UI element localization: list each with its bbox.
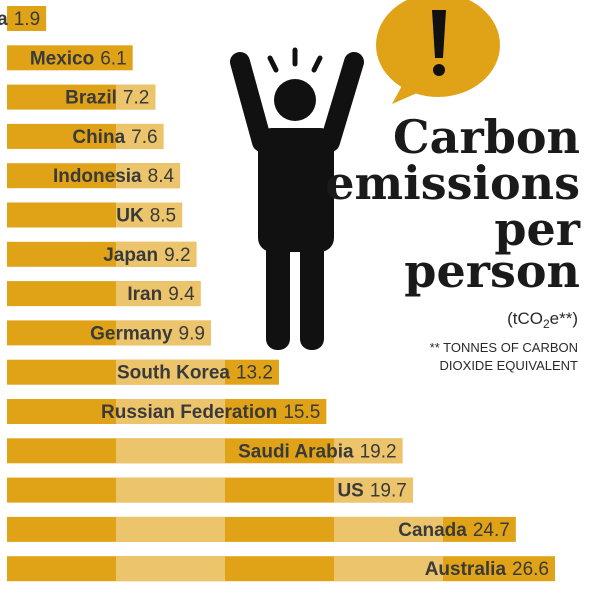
title-line-4: person	[404, 244, 580, 298]
unit-subscript: 2	[543, 317, 550, 331]
bar-label-saudi-arabia: Saudi Arabia 19.2	[238, 441, 396, 462]
bar-mexico	[7, 45, 133, 71]
category-label: India	[0, 9, 8, 30]
bar-band-indonesia	[116, 163, 181, 189]
category-label: US	[337, 481, 363, 502]
value-label: 8.4	[148, 166, 175, 187]
bar-band-australia	[116, 556, 225, 582]
bar-band-saudi-arabia	[116, 438, 225, 464]
bar-band-us	[334, 477, 413, 503]
value-label: 13.2	[236, 363, 273, 384]
bar-label-iran: Iran 9.4	[127, 284, 195, 305]
stressed-person-icon	[230, 47, 364, 350]
bar-band-south-korea	[116, 359, 225, 385]
bar-band-russian-federation	[116, 399, 225, 424]
value-label: 9.4	[168, 284, 195, 305]
bar-label-indonesia: Indonesia 8.4	[53, 166, 175, 187]
value-label: 19.7	[370, 481, 407, 502]
footnote-line-1: ** TONNES OF CARBON	[430, 340, 578, 355]
bar-band-china	[116, 123, 164, 149]
category-label: Russian Federation	[101, 402, 277, 423]
bar-label-russian-federation: Russian Federation 15.5	[101, 402, 320, 423]
bar-band-us	[116, 477, 225, 503]
unit-label: (tCO2e**)	[507, 309, 578, 331]
bar-label-india: India 1.9	[0, 9, 40, 30]
bar-australia	[7, 556, 555, 582]
value-label: 7.2	[123, 88, 149, 109]
exclamation-speech-bubble-icon	[376, 0, 500, 104]
bar-band-brazil	[116, 84, 156, 110]
category-label: Brazil	[65, 88, 117, 109]
value-label: 9.2	[164, 245, 190, 266]
bar-band-canada	[116, 516, 225, 542]
value-label: 19.2	[360, 441, 397, 462]
category-label: Indonesia	[53, 166, 142, 187]
title-line-1: Carbon	[393, 110, 580, 164]
title-line-2: emissions	[325, 156, 580, 210]
bar-label-brazil: Brazil 7.2	[65, 88, 149, 109]
category-label: Japan	[103, 245, 158, 266]
footnote-line-2: DIOXIDE EQUIVALENT	[440, 358, 579, 373]
bar-band-saudi-arabia	[334, 438, 403, 464]
unit-end: e**)	[550, 309, 578, 328]
category-label: Saudi Arabia	[238, 441, 354, 462]
bar-label-australia: Australia 26.6	[425, 559, 549, 580]
chart-title: Carbon emissions per person	[325, 110, 580, 298]
bar-label-uk: UK 8.5	[116, 206, 176, 227]
value-label: 26.6	[512, 559, 549, 580]
value-label: 9.9	[179, 323, 205, 344]
bar-band-germany	[116, 320, 211, 346]
bar-band-japan	[116, 241, 197, 267]
category-label: Mexico	[30, 48, 94, 69]
value-label: 6.1	[100, 48, 126, 69]
category-label: Australia	[425, 559, 507, 580]
value-label: 15.5	[283, 402, 320, 423]
category-label: China	[72, 127, 125, 148]
bar-band-canada	[334, 516, 443, 542]
bar-label-us: US 19.7	[337, 481, 406, 502]
bar-label-japan: Japan 9.2	[103, 245, 190, 266]
value-label: 7.6	[131, 127, 157, 148]
bar-band-iran	[116, 281, 201, 307]
bar-india	[7, 6, 47, 31]
bar-band-uk	[116, 202, 183, 228]
category-label: South Korea	[117, 363, 230, 384]
value-label: 24.7	[473, 520, 510, 541]
bar-label-germany: Germany 9.9	[90, 323, 205, 344]
category-label: Germany	[90, 323, 173, 344]
unit-main: (tCO	[507, 309, 543, 328]
category-label: Canada	[398, 520, 467, 541]
category-label: Iran	[127, 284, 162, 305]
value-label: 1.9	[14, 9, 40, 30]
bar-band-australia	[334, 556, 443, 582]
category-label: UK	[116, 206, 144, 227]
bar-label-china: China 7.6	[72, 127, 157, 148]
bar-label-south-korea: South Korea 13.2	[117, 363, 273, 384]
title-line-3: per	[494, 202, 580, 256]
value-label: 8.5	[150, 206, 176, 227]
bars: India 1.9 Mexico 6.1 Brazil 7.2 China 7.6 Indone…	[0, 6, 555, 582]
bar-label-canada: Canada 24.7	[398, 520, 510, 541]
bar-label-mexico: Mexico 6.1	[30, 48, 127, 69]
